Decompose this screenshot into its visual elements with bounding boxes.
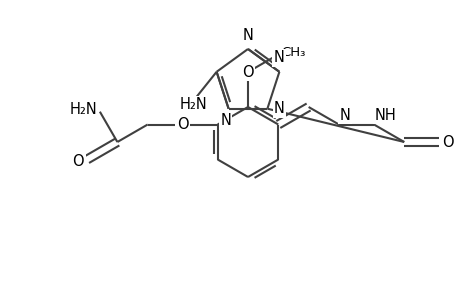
Text: H₂N: H₂N [179, 97, 207, 112]
Text: O: O [72, 154, 84, 169]
Text: O: O [241, 64, 253, 80]
Text: CH₃: CH₃ [281, 46, 305, 59]
Text: O: O [441, 134, 453, 149]
Text: N: N [339, 107, 350, 122]
Text: NH: NH [374, 107, 396, 122]
Text: N: N [274, 101, 284, 116]
Text: O: O [177, 117, 188, 132]
Text: N: N [242, 28, 253, 43]
Text: N: N [274, 50, 284, 65]
Text: N: N [220, 113, 230, 128]
Text: H₂N: H₂N [69, 102, 97, 117]
